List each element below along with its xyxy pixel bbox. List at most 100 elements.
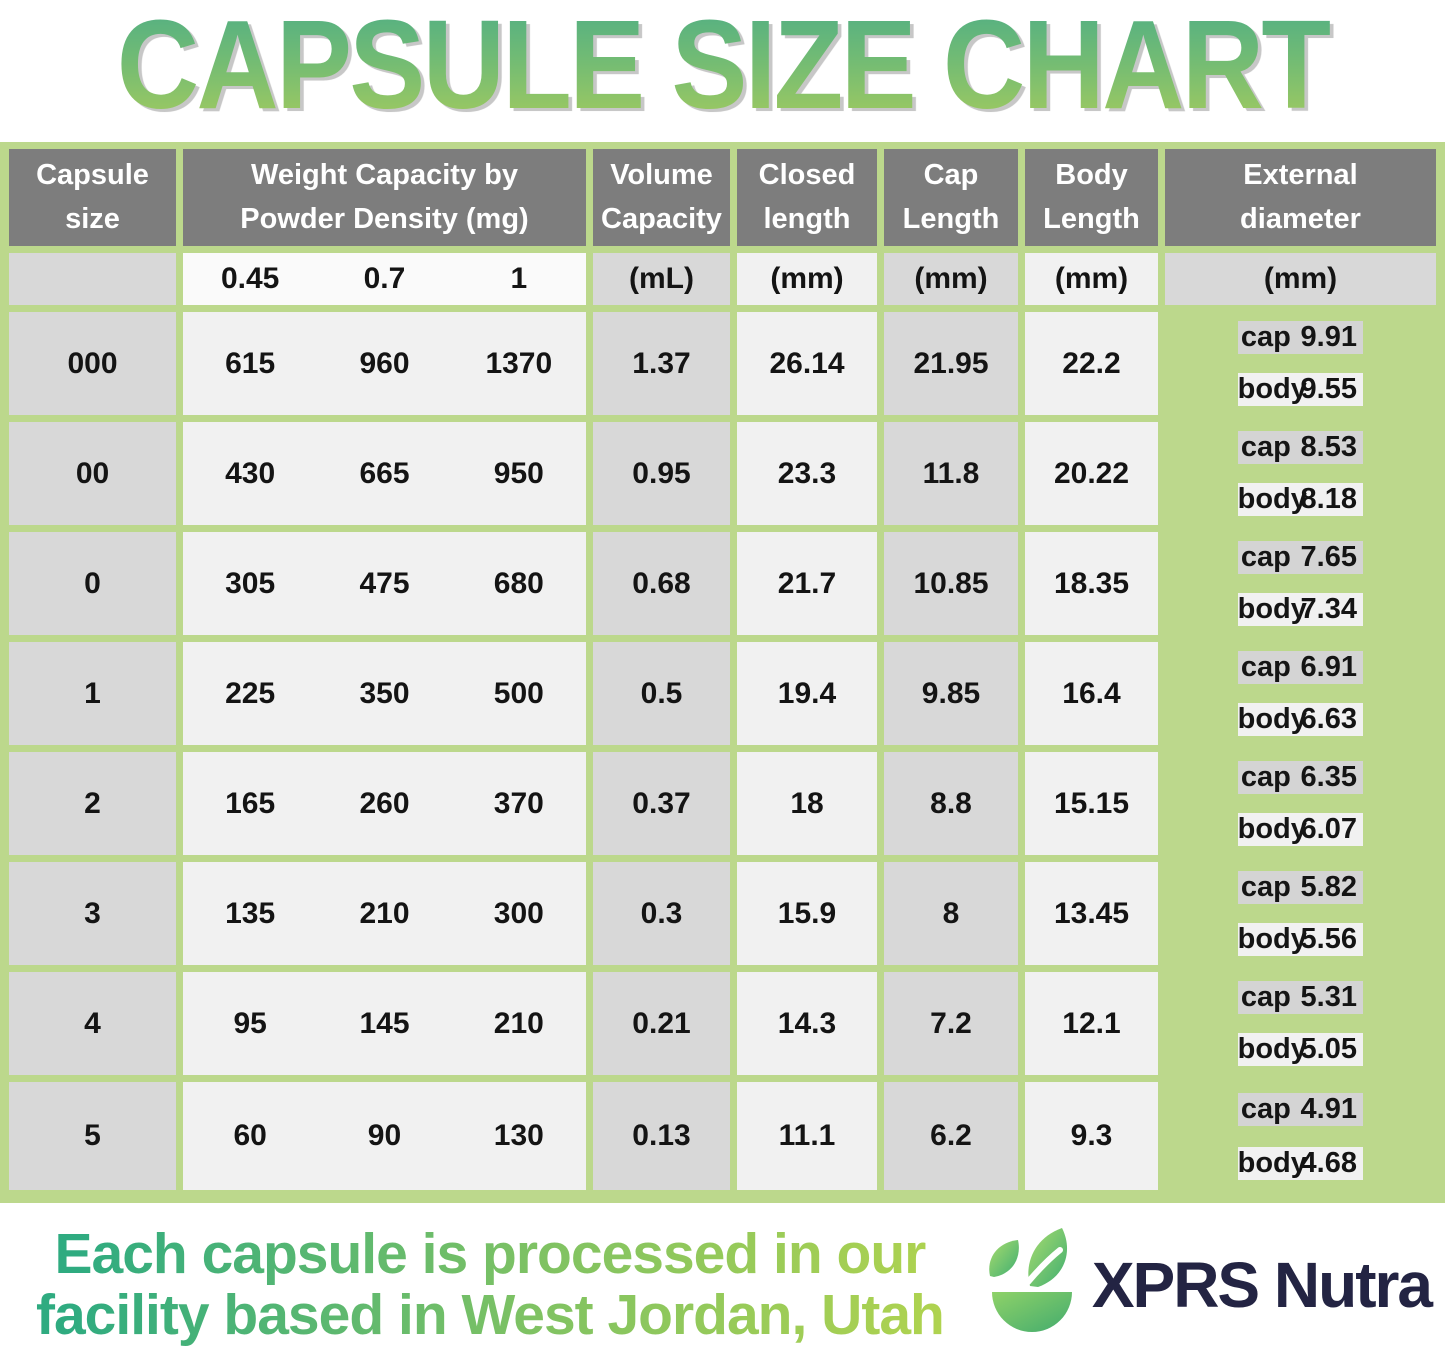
units-density: 0.45 0.7 1: [183, 253, 586, 305]
cell-weight-07: 210: [359, 896, 410, 930]
external-cap-value: 9.91: [1300, 321, 1357, 354]
cell-closed-length: 19.4: [737, 642, 877, 745]
density-value-3: 1: [510, 262, 528, 295]
cell-weight-045: 225: [225, 676, 276, 710]
cell-body-length: 12.1: [1025, 972, 1158, 1075]
table-row-size-1: 1 225 350 500 0.5 19.4 9.85 16.4 cap 6.9…: [9, 642, 1436, 745]
cell-volume: 0.13: [593, 1082, 730, 1190]
cell-weight-group: 135 210 300: [183, 862, 586, 965]
cell-external-diameter: cap 8.53 body 8.18: [1165, 422, 1436, 525]
external-cap-row: cap 6.35: [1237, 761, 1364, 795]
cell-body-length: 18.35: [1025, 532, 1158, 635]
cell-weight-group: 305 475 680: [183, 532, 586, 635]
cell-body-length: 9.3: [1025, 1082, 1158, 1190]
external-cap-row: cap 4.91: [1237, 1092, 1364, 1126]
cell-external-diameter: cap 7.65 body 7.34: [1165, 532, 1436, 635]
external-body-row: body 6.07: [1237, 812, 1364, 846]
facility-tagline: Each capsule is processed in our facilit…: [36, 1222, 945, 1347]
cell-volume: 0.37: [593, 752, 730, 855]
external-cap-label: cap: [1240, 1092, 1291, 1125]
units-body: (mm): [1025, 253, 1158, 305]
external-body-value: 8.18: [1300, 482, 1357, 515]
cell-closed-length: 26.14: [737, 312, 877, 415]
cell-volume: 0.68: [593, 532, 730, 635]
cell-weight-07: 145: [359, 1006, 410, 1040]
footer: Each capsule is processed in our facilit…: [0, 1224, 1445, 1346]
column-header-cap-length: Cap Length: [884, 149, 1018, 246]
cell-weight-07: 90: [367, 1119, 402, 1152]
external-body-row: body 7.34: [1237, 592, 1364, 626]
leaf-bowl-icon: [982, 1224, 1082, 1346]
units-external: (mm): [1165, 253, 1436, 305]
cell-size: 2: [9, 752, 176, 855]
external-cap-row: cap 5.82: [1237, 871, 1364, 905]
table-row-size-2: 2 165 260 370 0.37 18 8.8 15.15 cap 6.35…: [9, 752, 1436, 855]
external-cap-row: cap 9.91: [1237, 321, 1364, 355]
cell-weight-group: 430 665 950: [183, 422, 586, 525]
external-cap-label: cap: [1240, 761, 1291, 794]
cell-external-diameter: cap 6.35 body 6.07: [1165, 752, 1436, 855]
external-cap-value: 5.31: [1300, 981, 1357, 1014]
external-body-label: body: [1237, 592, 1307, 625]
units-volume: (mL): [593, 253, 730, 305]
cell-weight-group: 615 960 1370: [183, 312, 586, 415]
cell-weight-group: 165 260 370: [183, 752, 586, 855]
cell-cap-length: 11.8: [884, 422, 1018, 525]
table-row-size-5: 5 60 90 130 0.13 11.1 6.2 9.3 cap 4.91 b…: [9, 1082, 1436, 1190]
external-body-label: body: [1237, 1146, 1307, 1179]
units-closed: (mm): [737, 253, 877, 305]
cell-size: 0: [9, 532, 176, 635]
density-value-2: 0.7: [363, 262, 406, 295]
external-cap-label: cap: [1240, 651, 1291, 684]
external-cap-label: cap: [1240, 981, 1291, 1014]
external-body-value: 9.55: [1300, 372, 1357, 405]
cell-cap-length: 21.95: [884, 312, 1018, 415]
cell-size: 4: [9, 972, 176, 1075]
cell-weight-1: 130: [493, 1119, 544, 1152]
external-cap-value: 8.53: [1300, 431, 1357, 464]
cell-weight-045: 615: [225, 346, 276, 380]
cell-weight-045: 135: [225, 896, 276, 930]
brand-logo: XPRS Nutra: [982, 1224, 1433, 1346]
brand-name: XPRS Nutra: [1091, 1249, 1433, 1321]
cell-body-length: 13.45: [1025, 862, 1158, 965]
cell-closed-length: 14.3: [737, 972, 877, 1075]
cell-cap-length: 10.85: [884, 532, 1018, 635]
cell-weight-07: 260: [359, 786, 410, 820]
cell-volume: 0.5: [593, 642, 730, 745]
external-cap-label: cap: [1240, 871, 1291, 904]
external-body-row: body 4.68: [1237, 1146, 1364, 1180]
table-header-row: Capsule size Weight Capacity by Powder D…: [9, 149, 1436, 246]
cell-weight-07: 350: [359, 676, 410, 710]
external-body-row: body 5.56: [1237, 922, 1364, 956]
external-cap-value: 6.35: [1300, 761, 1357, 794]
column-header-capsule-size: Capsule size: [9, 149, 176, 246]
cell-weight-group: 60 90 130: [183, 1082, 586, 1190]
cell-weight-045: 165: [225, 786, 276, 820]
external-cap-row: cap 7.65: [1237, 541, 1364, 575]
cell-cap-length: 9.85: [884, 642, 1018, 745]
external-body-row: body 5.05: [1237, 1032, 1364, 1066]
cell-weight-07: 475: [359, 566, 410, 600]
table-row-size-3: 3 135 210 300 0.3 15.9 8 13.45 cap 5.82 …: [9, 862, 1436, 965]
external-cap-row: cap 5.31: [1237, 981, 1364, 1015]
cell-closed-length: 23.3: [737, 422, 877, 525]
cell-closed-length: 15.9: [737, 862, 877, 965]
external-cap-label: cap: [1240, 541, 1291, 574]
column-header-volume-capacity: Volume Capacity: [593, 149, 730, 246]
external-body-label: body: [1237, 812, 1307, 845]
cell-closed-length: 18: [737, 752, 877, 855]
external-cap-value: 6.91: [1300, 651, 1357, 684]
external-cap-label: cap: [1240, 321, 1291, 354]
cell-closed-length: 11.1: [737, 1082, 877, 1190]
table-row-size-00: 00 430 665 950 0.95 23.3 11.8 20.22 cap …: [9, 422, 1436, 525]
external-body-label: body: [1237, 922, 1307, 955]
cell-external-diameter: cap 4.91 body 4.68: [1165, 1082, 1436, 1190]
units-cap: (mm): [884, 253, 1018, 305]
cell-size: 00: [9, 422, 176, 525]
cell-closed-length: 21.7: [737, 532, 877, 635]
cell-cap-length: 8.8: [884, 752, 1018, 855]
external-cap-value: 4.91: [1300, 1092, 1357, 1125]
external-body-value: 7.34: [1300, 592, 1357, 625]
